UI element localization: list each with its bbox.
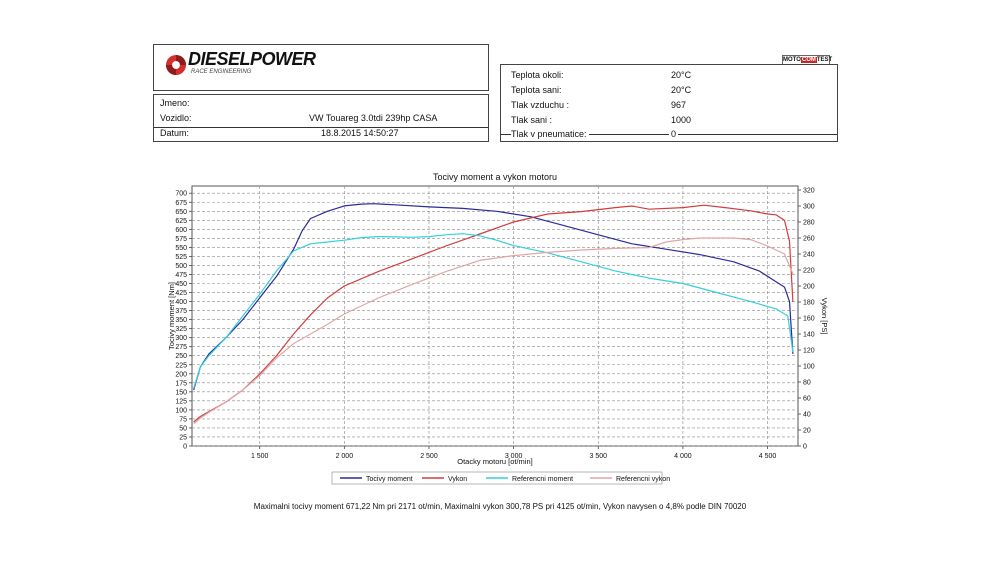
name-label: Jmeno: [160,98,190,108]
x-tick-label: 3 000 [505,453,523,460]
y2-tick-label: 280 [803,220,815,227]
y-tick-label: 375 [175,308,187,315]
y-tick-label: 500 [175,263,187,270]
badge-part-1: MOTO [783,57,801,63]
y2-tick-label: 140 [803,332,815,339]
y2-tick-label: 20 [803,428,811,435]
dyno-chart: Tocivy moment a vykon motoru 0 25 50 75 100 1… [167,172,829,485]
result-summary: Maximalni tocivy moment 671,22 Nm pri 21… [253,502,747,511]
y2-tick-label: 80 [803,380,811,387]
intake-temp-label: Teplota sani: [511,85,562,95]
x-tick-label: 2 000 [336,453,354,460]
badge-part-2: COM [800,57,817,63]
y-tick-label: 350 [175,317,187,324]
y2-tick-label: 200 [803,284,815,291]
y-tick-label: 250 [175,353,187,360]
vehicle-divider [154,127,488,128]
y-tick-label: 100 [175,407,187,414]
turbo-logo-icon [166,55,186,75]
y-tick-label: 325 [175,326,187,333]
series-line-referencni-moment [193,233,794,389]
plot-area [191,185,799,447]
y-tick-label: 625 [175,218,187,225]
y-tick-label: 75 [179,416,187,423]
y-tick-label: 25 [179,434,187,441]
vehicle-value: VW Touareg 3.0tdi 239hp CASA [309,113,438,123]
series-line-vykon [193,204,794,423]
y2-tick-label: 120 [803,348,815,355]
y2-tick-label: 60 [803,396,811,403]
x-tick-label: 4 500 [759,453,777,460]
y-tick-label: 575 [175,236,187,243]
y2-tick-label: 160 [803,316,815,323]
vehicle-label: Vozidlo: [160,113,192,123]
y2-tick-label: 220 [803,268,815,275]
x-axis-label: Otacky motoru [ot/min] [457,457,532,466]
y-tick-label: 125 [175,398,187,405]
ambient-temp-value: 20°C [671,70,692,80]
y2-tick-label: 320 [803,188,815,195]
y-tick-label: 425 [175,290,187,297]
conditions-panel: Teplota okoli: 20°C Teplota sani: 20°C T… [500,64,838,142]
y-tick-label: 400 [175,299,187,306]
date-value: 18.8.2015 14:50:27 [319,128,401,139]
chart-title: Tocivy moment a vykon motoru [433,172,557,182]
y-tick-label: 475 [175,272,187,279]
series-line-tocivy-moment [193,203,794,391]
series-lines [193,203,794,425]
air-pressure-value: 967 [671,100,687,110]
y2-tick-label: 300 [803,204,815,211]
date-label: Datum: [160,128,192,139]
legend-label: Referencni moment [512,476,573,483]
tire-pressure-value: 0 [669,129,679,140]
x-tick-label: 1 500 [251,453,269,460]
y-tick-label: 600 [175,227,187,234]
y-tick-label: 675 [175,200,187,207]
legend: Tocivy moment Vykon Referencni moment Refer… [331,471,670,485]
y2-tick-label: 100 [803,364,815,371]
x-tick-label: 2 500 [420,453,438,460]
axes: 0255075100125150175200225250275300325350… [175,188,814,461]
y2-tick-label: 180 [803,300,815,307]
air-pressure-label: Tlak vzduchu : [511,100,570,110]
y-tick-label: 550 [175,245,187,252]
brand-tagline: RACE ENGINEERING [191,69,252,75]
x-tick-label: 4 000 [674,453,692,460]
y-tick-label: 525 [175,254,187,261]
x-tick-label: 3 500 [589,453,607,460]
tire-pressure-label: Tlak v pneumatice: [511,129,589,140]
y2-tick-label: 40 [803,412,811,419]
y-tick-label: 275 [175,344,187,351]
y2-tick-label: 240 [803,252,815,259]
y-tick-label: 300 [175,335,187,342]
grid [192,186,798,447]
y-tick-label: 175 [175,380,187,387]
y-tick-label: 450 [175,281,187,288]
y2-tick-label: 0 [803,444,807,451]
badge-part-3: TEST [816,57,833,63]
y-tick-label: 225 [175,362,187,369]
intake-pressure-label: Tlak sani : [511,115,553,125]
legend-label: Referencni vykon [616,476,670,483]
intake-temp-value: 20°C [671,85,692,95]
y-tick-label: 50 [179,425,187,432]
series-line-referencni-vykon [193,237,794,425]
y-tick-label: 0 [183,444,187,451]
y2-axis-label: Vykon [PS] [820,298,829,335]
y-tick-label: 150 [175,389,187,396]
y-tick-label: 700 [175,191,187,198]
y2-tick-label: 260 [803,236,815,243]
y-tick-label: 200 [175,371,187,378]
ambient-temp-label: Teplota okoli: [511,70,564,80]
y-tick-label: 650 [175,209,187,216]
intake-pressure-value: 1000 [671,115,692,125]
brand-logo-panel: DIESELPOWER RACE ENGINEERING [153,44,489,91]
legend-label: Vykon [448,476,467,483]
brand-name: DIESELPOWER [188,49,316,69]
y-axis-label: Tocivy moment [Nm] [167,282,176,350]
vehicle-info-panel: Jmeno: Vozidlo: VW Touareg 3.0tdi 239hp … [153,94,489,142]
legend-label: Tocivy moment [366,476,413,483]
